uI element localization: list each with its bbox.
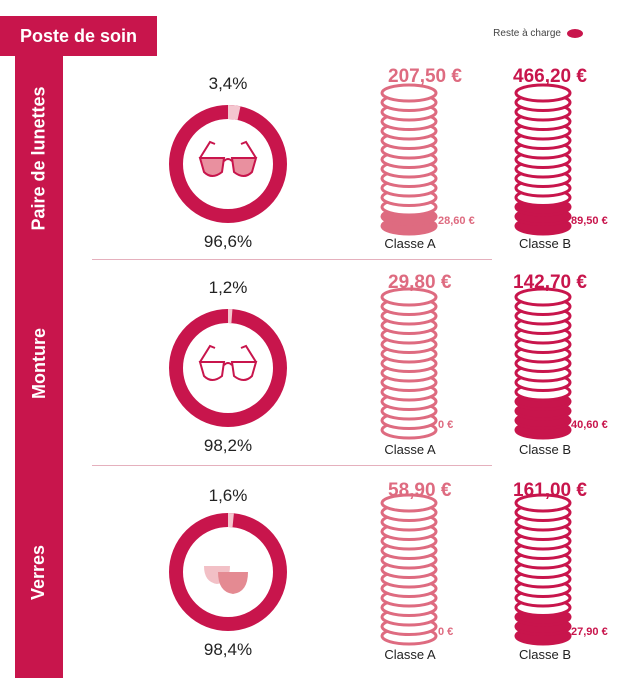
classe-b-total: 466,20 € [513, 66, 587, 87]
coin [514, 83, 572, 103]
classe-b-label: Classe B [518, 442, 572, 457]
classe-a-total: 58,90 € [388, 480, 452, 501]
donut-small-pct: 3,4% [208, 74, 248, 93]
donut-small-arc [227, 105, 241, 121]
donut-big-pct: 98,4% [203, 640, 253, 659]
classe-b-reste: 27,90 € [571, 626, 608, 638]
donut-big-arc [169, 105, 287, 223]
lens-right-icon [218, 572, 248, 594]
row-divider [92, 465, 492, 466]
coin [380, 287, 438, 307]
donut-small-pct: 1,2% [208, 278, 248, 297]
classe-a-total: 207,50 € [388, 66, 462, 87]
classe-b-label: Classe B [518, 647, 572, 662]
classe-a-reste: 0 € [438, 419, 454, 431]
classe-a-total: 29,80 € [388, 272, 452, 293]
coin [514, 493, 572, 513]
classe-a-reste: 28,60 € [438, 215, 475, 227]
glasses-frame-icon [198, 344, 258, 381]
coin [380, 493, 438, 513]
classe-b-total: 161,00 € [513, 480, 587, 501]
donut-big-arc [169, 309, 287, 427]
coin [514, 287, 572, 307]
classe-b-reste: 89,50 € [571, 215, 608, 227]
donut-big-pct: 98,2% [203, 436, 253, 455]
donut-small-pct: 1,6% [208, 486, 248, 505]
row-divider [92, 259, 492, 260]
classe-a-label: Classe A [384, 236, 436, 251]
sidebar-band [15, 56, 63, 678]
legend-swatch [567, 29, 583, 38]
header-title: Poste de soin [0, 16, 157, 56]
classe-a-label: Classe A [384, 647, 436, 662]
classe-b-label: Classe B [518, 236, 572, 251]
classe-a-label: Classe A [384, 442, 436, 457]
classe-b-reste: 40,60 € [571, 419, 608, 431]
legend: Reste à charge [493, 28, 583, 39]
classe-b-total: 142,70 € [513, 272, 587, 293]
donut-big-pct: 96,6% [203, 232, 253, 251]
legend-label: Reste à charge [493, 28, 561, 39]
coin [380, 83, 438, 103]
classe-a-reste: 0 € [438, 626, 454, 638]
glasses-tinted-icon [198, 140, 258, 177]
